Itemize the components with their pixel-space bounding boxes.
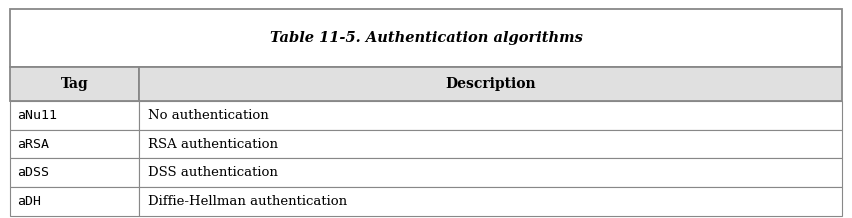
Text: aRSA: aRSA bbox=[17, 138, 49, 151]
Bar bbox=[10, 9, 842, 67]
Bar bbox=[10, 187, 139, 216]
Bar bbox=[10, 158, 139, 187]
Text: Tag: Tag bbox=[60, 77, 89, 91]
Text: RSA authentication: RSA authentication bbox=[147, 138, 278, 151]
Bar bbox=[139, 187, 842, 216]
Text: aNu11: aNu11 bbox=[17, 109, 57, 122]
Bar bbox=[139, 130, 842, 158]
Text: Diffie-Hellman authentication: Diffie-Hellman authentication bbox=[147, 195, 347, 208]
Bar bbox=[10, 130, 139, 158]
Text: Table 11-5. Authentication algorithms: Table 11-5. Authentication algorithms bbox=[269, 31, 583, 45]
Text: No authentication: No authentication bbox=[147, 109, 268, 122]
Bar bbox=[10, 101, 139, 130]
Bar bbox=[10, 67, 139, 101]
Bar bbox=[139, 67, 842, 101]
Bar bbox=[139, 101, 842, 130]
Text: aDSS: aDSS bbox=[17, 166, 49, 179]
Text: Description: Description bbox=[445, 77, 536, 91]
Text: DSS authentication: DSS authentication bbox=[147, 166, 278, 179]
Text: aDH: aDH bbox=[17, 195, 41, 208]
Bar bbox=[139, 158, 842, 187]
